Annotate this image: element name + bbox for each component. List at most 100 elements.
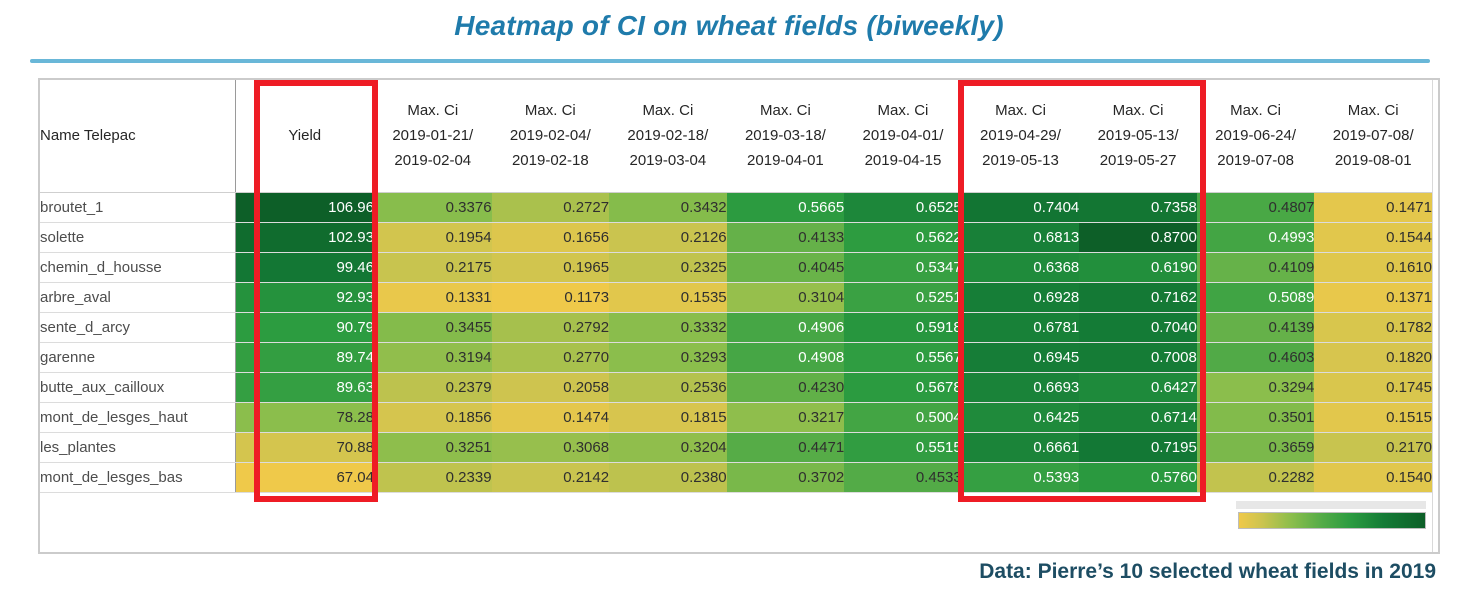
heatmap-cell[interactable]: 0.2170 (1314, 432, 1432, 463)
heatmap-cell[interactable]: 0.1173 (491, 282, 610, 313)
heatmap-cell[interactable]: 0.4045 (726, 252, 845, 283)
heatmap-cell[interactable]: 0.8700 (1079, 222, 1197, 253)
heatmap-cell[interactable]: 0.1656 (491, 222, 610, 253)
row-label[interactable]: broutet_1 (40, 192, 236, 223)
heatmap-cell[interactable]: 0.6781 (961, 312, 1080, 343)
heatmap-cell[interactable]: 0.6661 (961, 432, 1080, 463)
heatmap-cell[interactable]: 0.2126 (609, 222, 727, 253)
heatmap-cell[interactable]: 0.1544 (1314, 222, 1432, 253)
heatmap-cell[interactable]: 0.3432 (609, 192, 727, 223)
heatmap-cell[interactable]: 0.4908 (726, 342, 845, 373)
heatmap-cell[interactable]: 0.5760 (1079, 462, 1197, 493)
heatmap-cell[interactable]: 0.3294 (1196, 372, 1315, 403)
row-label[interactable]: sente_d_arcy (40, 312, 236, 343)
heatmap-cell[interactable]: 0.7008 (1079, 342, 1197, 373)
heatmap-cell[interactable]: 0.3501 (1196, 402, 1315, 433)
heatmap-cell[interactable]: 0.4139 (1196, 312, 1315, 343)
heatmap-cell[interactable]: 0.7195 (1079, 432, 1197, 463)
heatmap-cell[interactable]: 0.3104 (726, 282, 845, 313)
row-label[interactable]: garenne (40, 342, 236, 373)
heatmap-cell[interactable]: 0.1610 (1314, 252, 1432, 283)
heatmap-cell[interactable]: 0.2058 (491, 372, 610, 403)
heatmap-cell[interactable]: 0.4230 (726, 372, 845, 403)
heatmap-cell[interactable]: 0.2339 (374, 462, 492, 493)
heatmap-cell[interactable]: 0.5515 (844, 432, 962, 463)
heatmap-cell[interactable]: 0.3659 (1196, 432, 1315, 463)
row-label[interactable]: chemin_d_housse (40, 252, 236, 283)
heatmap-cell[interactable]: 0.4109 (1196, 252, 1315, 283)
heatmap-cell[interactable]: 0.1474 (491, 402, 610, 433)
heatmap-cell[interactable]: 0.2379 (374, 372, 492, 403)
column-header-period-2019-02-04[interactable]: Max. Ci 2019-02-04/2019-02-18 (491, 80, 610, 193)
heatmap-cell[interactable]: 0.6693 (961, 372, 1080, 403)
heatmap-cell[interactable]: 0.4133 (726, 222, 845, 253)
heatmap-cell[interactable]: 0.4807 (1196, 192, 1315, 223)
heatmap-cell[interactable]: 0.4471 (726, 432, 845, 463)
heatmap-cell[interactable]: 0.6190 (1079, 252, 1197, 283)
heatmap-cell[interactable]: 0.2175 (374, 252, 492, 283)
column-header-period-2019-03-18[interactable]: Max. Ci 2019-03-18/2019-04-01 (726, 80, 845, 193)
heatmap-cell[interactable]: 0.7404 (961, 192, 1080, 223)
row-label[interactable]: butte_aux_cailloux (40, 372, 236, 403)
heatmap-cell[interactable]: 0.5004 (844, 402, 962, 433)
heatmap-cell[interactable]: 0.6368 (961, 252, 1080, 283)
heatmap-cell[interactable]: 0.1820 (1314, 342, 1432, 373)
heatmap-cell[interactable]: 0.2325 (609, 252, 727, 283)
heatmap-cell[interactable]: 0.2142 (491, 462, 610, 493)
heatmap-cell[interactable]: 0.2282 (1196, 462, 1315, 493)
color-legend-gradient[interactable] (1238, 512, 1426, 529)
row-label[interactable]: mont_de_lesges_bas (40, 462, 236, 493)
column-header-period-2019-01-21[interactable]: Max. Ci 2019-01-21/2019-02-04 (374, 80, 492, 193)
heatmap-cell[interactable]: 0.5393 (961, 462, 1080, 493)
heatmap-cell[interactable]: 0.3455 (374, 312, 492, 343)
heatmap-cell[interactable]: 0.6945 (961, 342, 1080, 373)
heatmap-cell[interactable]: 0.1515 (1314, 402, 1432, 433)
heatmap-cell[interactable]: 0.1371 (1314, 282, 1432, 313)
row-label[interactable]: mont_de_lesges_haut (40, 402, 236, 433)
heatmap-cell[interactable]: 0.7162 (1079, 282, 1197, 313)
heatmap-cell[interactable]: 0.2770 (491, 342, 610, 373)
heatmap-cell[interactable]: 0.2727 (491, 192, 610, 223)
heatmap-cell[interactable]: 0.1954 (374, 222, 492, 253)
heatmap-cell[interactable]: 0.1815 (609, 402, 727, 433)
heatmap-cell[interactable]: 0.1782 (1314, 312, 1432, 343)
heatmap-cell[interactable]: 0.1331 (374, 282, 492, 313)
heatmap-cell[interactable]: 0.4993 (1196, 222, 1315, 253)
heatmap-cell[interactable]: 0.1965 (491, 252, 610, 283)
heatmap-cell[interactable]: 0.5665 (726, 192, 845, 223)
heatmap-cell[interactable]: 0.7040 (1079, 312, 1197, 343)
heatmap-cell[interactable]: 0.3204 (609, 432, 727, 463)
heatmap-cell[interactable]: 0.5567 (844, 342, 962, 373)
heatmap-cell[interactable]: 0.3376 (374, 192, 492, 223)
heatmap-cell[interactable]: 0.5089 (1196, 282, 1315, 313)
heatmap-cell[interactable]: 0.1540 (1314, 462, 1432, 493)
heatmap-cell[interactable]: 0.3702 (726, 462, 845, 493)
heatmap-cell[interactable]: 0.1535 (609, 282, 727, 313)
heatmap-cell[interactable]: 0.1745 (1314, 372, 1432, 403)
heatmap-cell[interactable]: 0.3293 (609, 342, 727, 373)
heatmap-cell[interactable]: 0.5347 (844, 252, 962, 283)
heatmap-cell[interactable]: 0.3068 (491, 432, 610, 463)
row-label[interactable]: solette (40, 222, 236, 253)
heatmap-cell[interactable]: 0.3332 (609, 312, 727, 343)
heatmap-cell[interactable]: 0.6813 (961, 222, 1080, 253)
heatmap-cell[interactable]: 0.3194 (374, 342, 492, 373)
column-header-period-2019-04-29[interactable]: Max. Ci 2019-04-29/2019-05-13 (961, 80, 1080, 193)
heatmap-cell[interactable]: 0.6427 (1079, 372, 1197, 403)
heatmap-cell[interactable]: 0.4906 (726, 312, 845, 343)
heatmap-cell[interactable]: 0.7358 (1079, 192, 1197, 223)
heatmap-cell[interactable]: 0.5251 (844, 282, 962, 313)
heatmap-cell[interactable]: 0.6425 (961, 402, 1080, 433)
row-label[interactable]: les_plantes (40, 432, 236, 463)
heatmap-cell[interactable]: 0.3217 (726, 402, 845, 433)
heatmap-cell[interactable]: 0.3251 (374, 432, 492, 463)
heatmap-cell[interactable]: 0.5918 (844, 312, 962, 343)
heatmap-cell[interactable]: 0.2536 (609, 372, 727, 403)
column-header-name-telepac[interactable]: Name Telepac (40, 80, 236, 193)
row-label[interactable]: arbre_aval (40, 282, 236, 313)
heatmap-cell[interactable]: 0.6714 (1079, 402, 1197, 433)
heatmap-cell[interactable]: 0.6525 (844, 192, 962, 223)
heatmap-cell[interactable]: 0.2380 (609, 462, 727, 493)
heatmap-cell[interactable]: 0.1471 (1314, 192, 1432, 223)
column-header-period-2019-02-18[interactable]: Max. Ci 2019-02-18/2019-03-04 (609, 80, 727, 193)
